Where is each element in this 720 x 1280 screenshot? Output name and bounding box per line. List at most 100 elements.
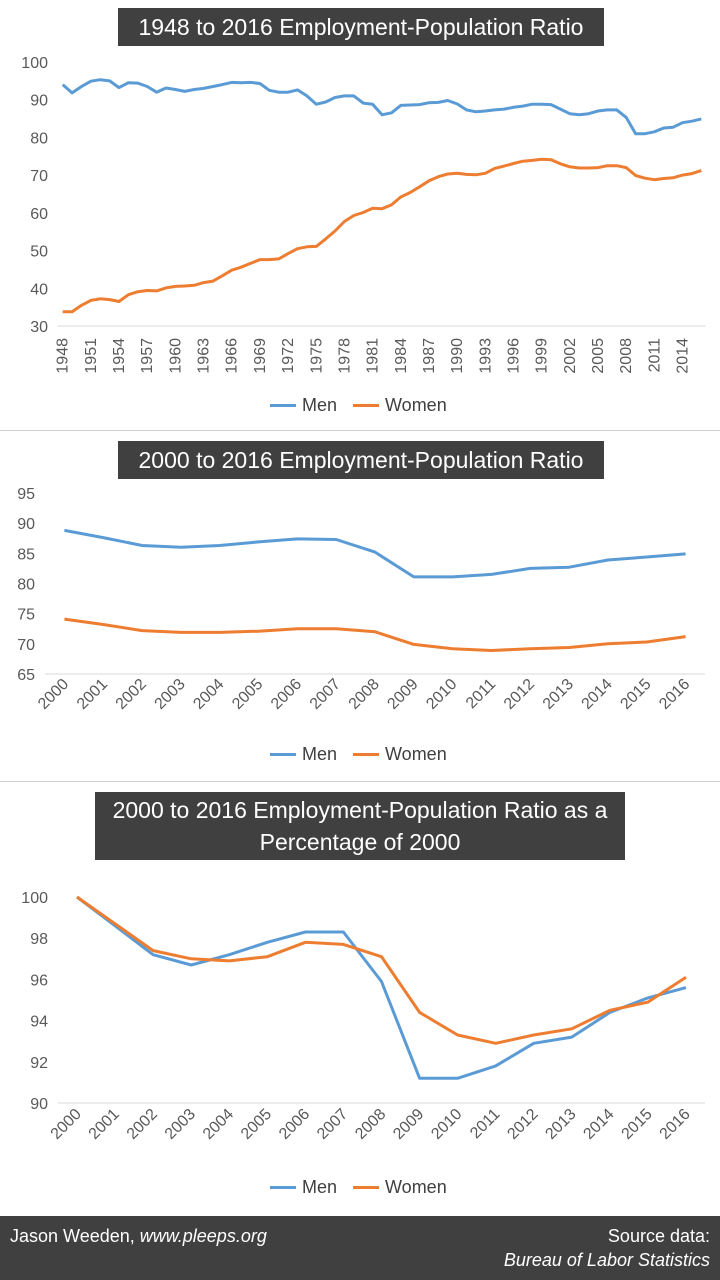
legend-label-men: Men	[302, 1177, 338, 1197]
chart-1-title: 1948 to 2016 Employment-Population Ratio	[118, 8, 604, 46]
y-tick-label: 94	[30, 1014, 48, 1031]
x-tick-label: 2008	[618, 338, 635, 374]
x-tick-label: 2011	[646, 338, 663, 373]
y-tick-label: 70	[30, 168, 48, 185]
x-tick-label: 2009	[384, 676, 421, 713]
chart-1-plot: 30 40 50 60 70 80 90 100 1948 1951 1954 1957 1960 196…	[21, 55, 706, 374]
x-tick-label: 1996	[505, 338, 522, 374]
legend-label-women: Women	[385, 1177, 447, 1197]
x-tick-label: 1954	[111, 338, 128, 374]
x-tick-label: 2000	[35, 676, 72, 713]
x-tick-label: 2008	[346, 676, 383, 713]
x-tick-label: 2016	[656, 676, 693, 713]
legend-label-women: Women	[385, 744, 447, 764]
x-tick-label: 1999	[534, 338, 551, 374]
chart-panel-1: 30 40 50 60 70 80 90 100 1948 1951 1954 1957 1960 196…	[0, 0, 720, 431]
x-tick-label: 2003	[152, 676, 189, 713]
x-tick-label: 2005	[590, 338, 607, 374]
legend-swatch-men	[270, 1186, 296, 1189]
legend-swatch-women	[353, 404, 380, 407]
y-tick-label: 85	[17, 546, 35, 563]
x-tick-label: 2014	[580, 1106, 617, 1143]
x-tick-label: 1987	[421, 338, 438, 374]
x-tick-label: 1972	[280, 338, 297, 374]
x-tick-label: 1960	[167, 338, 184, 374]
x-tick-label: 2012	[504, 1106, 541, 1143]
legend-label-men: Men	[302, 395, 338, 415]
y-tick-label: 98	[30, 931, 48, 948]
footer-source-label: Source data:	[607, 1226, 710, 1246]
chart-3-title-line-2: Percentage of 2000	[259, 829, 461, 855]
y-tick-label: 95	[17, 486, 35, 503]
y-tick-label: 100	[21, 55, 48, 72]
x-tick-label: 1948	[55, 338, 72, 374]
x-tick-label: 1975	[308, 338, 325, 374]
legend-item-men: Men	[270, 744, 337, 765]
x-tick-label: 1984	[393, 338, 410, 374]
x-tick-label: 2015	[617, 676, 654, 713]
x-tick-label: 2001	[74, 676, 111, 713]
footer-source: Source data: Bureau of Labor Statistics	[504, 1224, 710, 1272]
y-tick-label: 92	[30, 1055, 48, 1072]
x-tick-label: 2007	[314, 1106, 351, 1143]
y-tick-label: 90	[17, 516, 35, 533]
legend-swatch-women	[353, 753, 380, 756]
x-tick-label: 2010	[428, 1106, 465, 1143]
x-tick-label: 2013	[540, 676, 577, 713]
legend-item-women: Women	[353, 395, 447, 416]
x-tick-label: 2011	[463, 676, 499, 712]
y-tick-label: 70	[17, 637, 35, 654]
x-tick-label: 2005	[229, 676, 266, 713]
chart-2-legend: Men Women	[270, 744, 463, 765]
footer-credit: Jason Weeden, www.pleeps.org	[10, 1226, 267, 1247]
x-tick-label: 2016	[657, 1106, 694, 1143]
legend-item-men: Men	[270, 395, 337, 416]
footer: Jason Weeden, www.pleeps.org Source data…	[0, 1216, 720, 1280]
x-tick-label: 2013	[542, 1106, 579, 1143]
series-line-women	[62, 157, 702, 314]
x-tick-label: 2004	[190, 676, 227, 713]
x-tick-label: 2002	[113, 676, 150, 713]
legend-item-men: Men	[270, 1177, 337, 1198]
x-tick-label: 2007	[307, 676, 344, 713]
x-tick-label: 2002	[562, 338, 579, 374]
x-tick-label: 2003	[162, 1106, 199, 1143]
legend-swatch-men	[270, 753, 296, 756]
y-tick-label: 80	[17, 577, 35, 594]
x-tick-label: 2015	[619, 1106, 656, 1143]
y-tick-label: 40	[30, 281, 48, 298]
x-tick-label: 1951	[83, 338, 100, 374]
x-tick-label: 2004	[200, 1106, 237, 1143]
chart-3-legend: Men Women	[270, 1177, 463, 1198]
chart-2-title-text: 2000 to 2016 Employment-Population Ratio	[138, 447, 584, 473]
y-tick-label: 96	[30, 972, 48, 989]
y-tick-label: 30	[30, 319, 48, 336]
y-tick-label: 65	[17, 667, 35, 684]
y-tick-label: 100	[21, 890, 48, 907]
x-tick-label: 2005	[238, 1106, 275, 1143]
x-tick-label: 2010	[423, 676, 460, 713]
x-tick-label: 2006	[268, 676, 305, 713]
x-tick-label: 1978	[336, 338, 353, 374]
x-tick-label: 2006	[276, 1106, 313, 1143]
x-tick-label: 2000	[48, 1106, 85, 1143]
footer-author: Jason Weeden,	[10, 1226, 140, 1246]
x-tick-label: 2001	[86, 1106, 123, 1143]
chart-1-title-text: 1948 to 2016 Employment-Population Ratio	[138, 14, 584, 40]
x-tick-label: 1981	[365, 338, 382, 374]
x-tick-label: 2014	[579, 676, 616, 713]
footer-site-link[interactable]: www.pleeps.org	[139, 1226, 267, 1246]
x-tick-label: 2008	[352, 1106, 389, 1143]
legend-swatch-men	[270, 404, 296, 407]
series-line-men	[76, 895, 687, 1080]
y-tick-label: 50	[30, 244, 48, 261]
y-tick-label: 80	[30, 130, 48, 147]
legend-item-women: Women	[353, 744, 447, 765]
x-tick-label: 2014	[675, 338, 692, 374]
chart-2-title: 2000 to 2016 Employment-Population Ratio	[118, 441, 604, 479]
x-tick-label: 1990	[449, 338, 466, 374]
x-tick-label: 2009	[390, 1106, 427, 1143]
y-tick-label: 60	[30, 206, 48, 223]
